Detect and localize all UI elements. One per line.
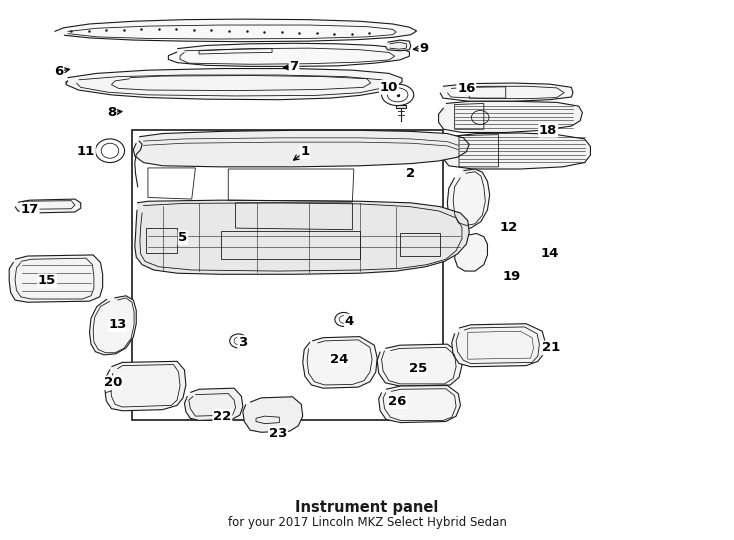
FancyBboxPatch shape xyxy=(132,130,443,421)
Polygon shape xyxy=(451,323,545,367)
Polygon shape xyxy=(396,105,407,108)
Text: 24: 24 xyxy=(330,353,349,366)
Text: 7: 7 xyxy=(289,60,299,73)
Text: 9: 9 xyxy=(419,42,429,55)
Text: 14: 14 xyxy=(540,247,559,260)
Text: 17: 17 xyxy=(21,204,39,217)
Polygon shape xyxy=(184,388,243,421)
Text: 23: 23 xyxy=(269,427,287,440)
Text: 8: 8 xyxy=(106,106,116,119)
Polygon shape xyxy=(443,133,590,169)
Text: 19: 19 xyxy=(503,270,520,283)
Text: 13: 13 xyxy=(108,318,126,332)
Text: 12: 12 xyxy=(500,220,517,233)
Text: 21: 21 xyxy=(542,341,560,354)
Text: 2: 2 xyxy=(406,167,415,180)
Polygon shape xyxy=(66,69,402,100)
Polygon shape xyxy=(135,200,469,274)
Text: 16: 16 xyxy=(457,82,476,95)
Ellipse shape xyxy=(339,316,348,323)
Text: 15: 15 xyxy=(38,274,57,287)
Text: 26: 26 xyxy=(388,395,407,408)
Polygon shape xyxy=(168,43,410,66)
Polygon shape xyxy=(134,130,469,167)
Polygon shape xyxy=(90,296,137,355)
Text: 6: 6 xyxy=(54,65,63,78)
Polygon shape xyxy=(438,102,582,132)
Text: 11: 11 xyxy=(77,145,95,158)
Ellipse shape xyxy=(234,337,243,345)
Text: Instrument panel: Instrument panel xyxy=(295,500,439,515)
Text: 10: 10 xyxy=(379,81,398,94)
Polygon shape xyxy=(385,40,411,51)
Text: 22: 22 xyxy=(214,410,231,423)
Polygon shape xyxy=(54,19,417,42)
Polygon shape xyxy=(302,336,377,388)
Text: 5: 5 xyxy=(178,231,188,244)
Polygon shape xyxy=(440,83,573,102)
Polygon shape xyxy=(10,255,103,302)
Polygon shape xyxy=(379,386,460,423)
Text: 18: 18 xyxy=(539,124,557,137)
Polygon shape xyxy=(243,397,302,432)
Text: 1: 1 xyxy=(300,145,310,158)
Polygon shape xyxy=(105,361,186,411)
Polygon shape xyxy=(377,344,462,386)
Text: 4: 4 xyxy=(345,314,354,328)
Polygon shape xyxy=(454,233,487,271)
Polygon shape xyxy=(447,169,490,229)
Text: 25: 25 xyxy=(409,362,427,375)
Text: for your 2017 Lincoln MKZ Select Hybrid Sedan: for your 2017 Lincoln MKZ Select Hybrid … xyxy=(228,516,506,529)
Text: 20: 20 xyxy=(103,376,122,389)
Polygon shape xyxy=(15,199,81,213)
Text: 3: 3 xyxy=(239,336,247,349)
